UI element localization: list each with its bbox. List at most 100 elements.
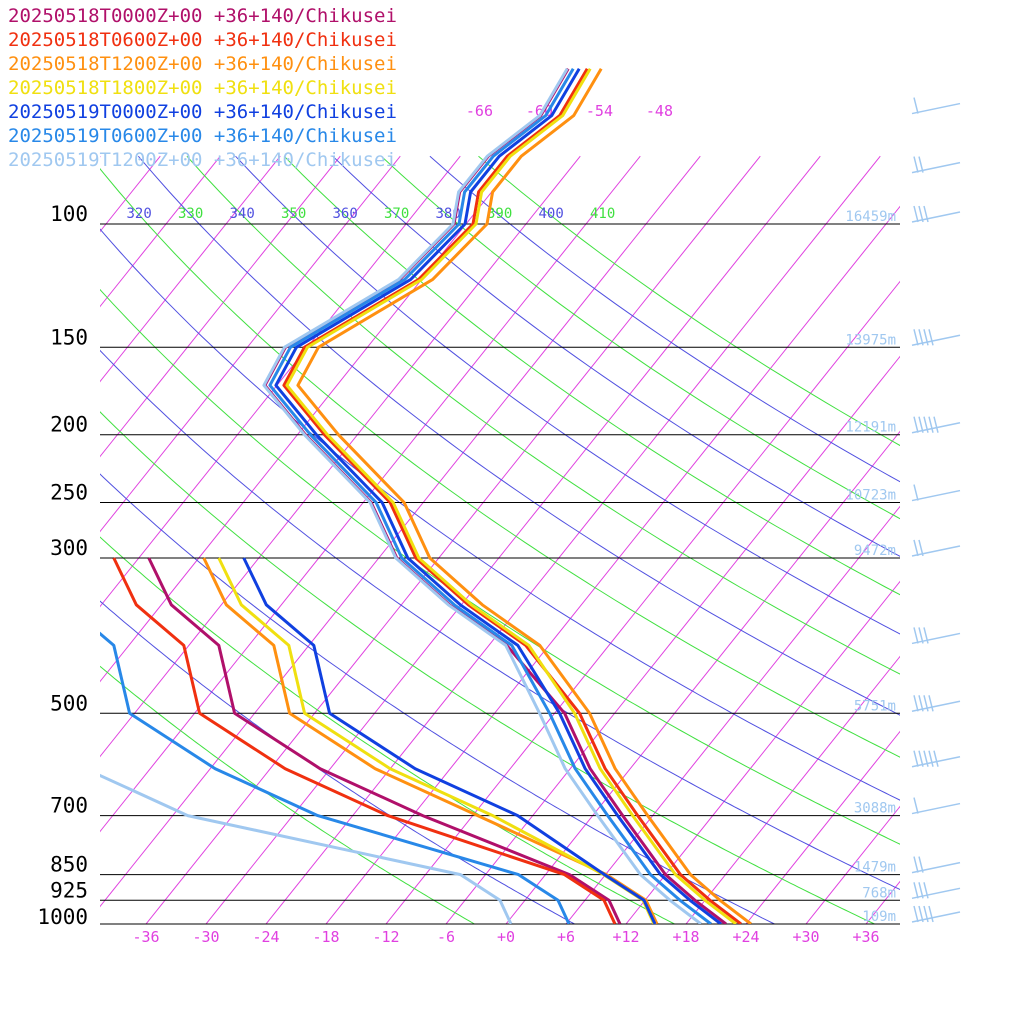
legend-entry: 20250519T0600Z+00 +36+140/Chikusei [8, 125, 397, 147]
isotherm-line [100, 155, 341, 458]
temperature-tick-label: +24 [732, 928, 759, 946]
legend-entry: 20250518T0600Z+00 +36+140/Chikusei [8, 29, 397, 51]
isotherm-line [505, 430, 900, 924]
dry-adiabat-line [100, 349, 900, 891]
theta-label: 400 [539, 206, 564, 222]
temperature-tick-label: +30 [792, 928, 819, 946]
height-label: 16459m [845, 209, 896, 225]
height-label: 1479m [854, 860, 896, 876]
wind-barbs [911, 97, 961, 923]
height-label: 768m [862, 885, 896, 901]
temperature-tick-label: -6 [437, 928, 455, 946]
dry-adiabat-line [429, 155, 900, 483]
height-label: 12191m [845, 420, 896, 436]
wind-barb [911, 416, 961, 434]
isotherm-line [205, 155, 821, 924]
isotherm-line [100, 155, 521, 683]
temperature-tick-label: -24 [252, 928, 279, 946]
temperature-tick-label: -36 [132, 928, 159, 946]
wind-barb [911, 205, 961, 223]
dewpoint-profile-line [147, 557, 622, 924]
dry-adiabat-line [332, 155, 900, 557]
wind-barb [911, 484, 961, 502]
wind-barb [911, 329, 961, 346]
dry-adiabat-line [100, 536, 675, 924]
legend-entry: 20250518T1200Z+00 +36+140/Chikusei [8, 53, 397, 75]
dry-adiabat-line [100, 168, 900, 758]
height-label: 10723m [845, 488, 896, 504]
height-labels: 16459m 13975m 12191m 10723m 9472m 5751m 3088m 1… [845, 209, 896, 925]
dry-adiabat-lines [100, 155, 900, 924]
temperature-tick-label: +18 [672, 928, 699, 946]
dry-adiabat-line [235, 155, 900, 635]
theta-label: 330 [178, 206, 203, 222]
isobar-lines [100, 223, 900, 925]
wind-barb [911, 750, 961, 768]
isotherm-line [265, 155, 881, 924]
dry-adiabat-line [100, 288, 900, 845]
theta-label: 410 [590, 206, 615, 222]
isotherm-upper-label: -54 [586, 102, 613, 120]
temperature-tick-label: -30 [192, 928, 219, 946]
temperature-tick-label: +12 [612, 928, 639, 946]
temperature-profile-line [263, 67, 727, 924]
theta-labels: 320 330 340 350 360 370 380 390 400 410 [127, 206, 616, 222]
height-label: 13975m [845, 332, 896, 348]
temperature-tick-label: -12 [372, 928, 399, 946]
temperature-profile-line [296, 67, 752, 924]
pressure-tick-label: 300 [50, 536, 88, 560]
isotherm-upper-label: -48 [646, 102, 673, 120]
height-label: 109m [862, 909, 896, 925]
dry-adiabat-line [137, 155, 900, 716]
temperature-profile-line [282, 67, 742, 924]
pressure-tick-label: 200 [50, 413, 88, 437]
temperature-axis-labels: -36 -30 -24 -18 -12 -6 +0 +6 +12 +18 +24 +30 +36 [132, 928, 879, 946]
dry-adiabat-line [283, 155, 900, 596]
dewpoint-profile-line [100, 631, 571, 924]
isotherm-line [565, 505, 900, 924]
wind-barb [911, 539, 961, 557]
height-label: 5751m [854, 698, 896, 714]
dewpoint-profile-line [100, 773, 513, 924]
isotherm-line [100, 155, 401, 533]
theta-label: 320 [127, 206, 152, 222]
dry-adiabat-line [380, 155, 900, 520]
dry-adiabat-line [186, 155, 900, 675]
temperature-profile-line [262, 67, 702, 924]
wind-barb [911, 882, 961, 900]
isotherm-line [0, 156, 40, 924]
isotherm-line [926, 156, 1024, 924]
isotherm-line [100, 155, 221, 308]
temperature-tick-label: -18 [312, 928, 339, 946]
isotherm-line [445, 355, 900, 924]
theta-label: 360 [333, 206, 358, 222]
height-label: 9472m [854, 543, 896, 559]
legend-entry: 20250518T1800Z+00 +36+140/Chikusei [8, 77, 397, 99]
pressure-tick-label: 925 [50, 878, 88, 902]
temperature-tick-label: +6 [557, 928, 575, 946]
pressure-tick-label: 250 [50, 481, 88, 505]
isotherm-line [100, 155, 281, 383]
dewpoint-profile-line [242, 557, 657, 924]
pressure-tick-label: 150 [50, 325, 88, 349]
dry-adiabat-line [478, 155, 900, 447]
temperature-profile-line [274, 67, 722, 924]
wind-barb [911, 156, 961, 174]
temperature-profiles [100, 67, 752, 924]
isotherm-line [100, 155, 461, 608]
chart-legend: 20250518T0000Z+00 +36+140/Chikusei202505… [8, 5, 397, 171]
height-label: 3088m [854, 801, 896, 817]
isotherm-line [385, 280, 900, 924]
wind-barb [911, 856, 961, 874]
wind-barb [911, 627, 961, 645]
theta-label: 390 [487, 206, 512, 222]
isotherm-line [100, 155, 641, 833]
pressure-tick-label: 100 [50, 202, 88, 226]
pressure-tick-label: 1000 [37, 905, 88, 929]
pressure-tick-label: 700 [50, 794, 88, 818]
isotherm-line [145, 155, 761, 924]
temperature-profile-line [268, 67, 712, 924]
theta-label: 350 [281, 206, 306, 222]
